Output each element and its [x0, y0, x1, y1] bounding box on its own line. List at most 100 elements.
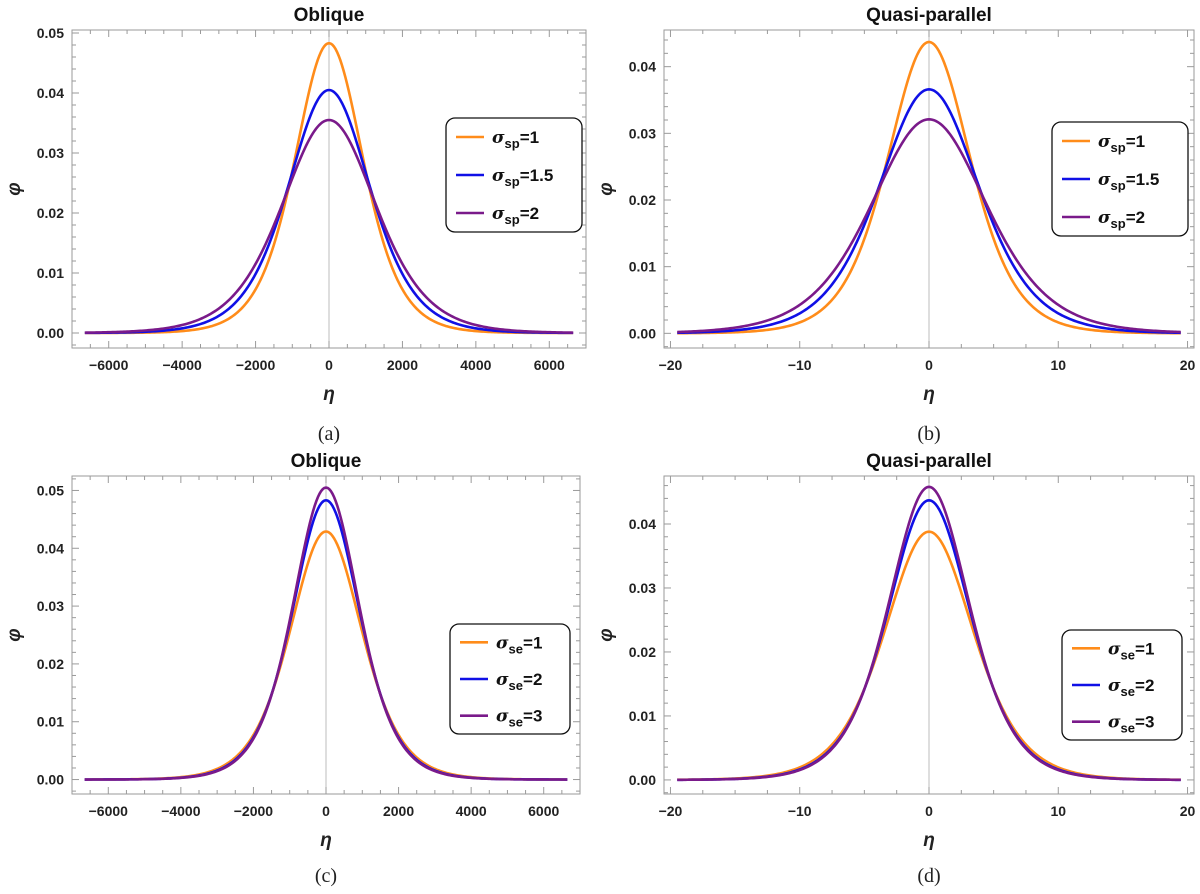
panel-caption: (b) [917, 423, 940, 445]
legend-symbol: σ [492, 128, 505, 148]
y-tick-label: 0.04 [37, 540, 64, 556]
x-tick-label: −10 [788, 803, 812, 819]
legend-entry: σsp=1 [492, 128, 539, 151]
x-tick-label: −4000 [161, 803, 201, 819]
x-tick-label: 20 [1180, 803, 1196, 819]
x-tick-label: 10 [1050, 803, 1066, 819]
y-tick-label: 0.03 [37, 145, 64, 161]
y-tick-label: 0.03 [629, 580, 656, 596]
x-tick-label: 4000 [460, 357, 491, 373]
x-tick-label: 0 [925, 357, 933, 373]
panel-caption: (c) [315, 865, 337, 887]
x-axis-label: η [323, 384, 335, 405]
legend-entry: σsp=1 [1098, 132, 1145, 155]
x-tick-label: −20 [659, 803, 683, 819]
x-tick-label: 0 [322, 803, 330, 819]
legend-symbol: σ [1108, 713, 1121, 733]
legend-subscript: se [1121, 684, 1135, 699]
legend-value: =3 [1135, 713, 1154, 732]
series-line-3 [84, 486, 568, 781]
x-tick-label: −20 [659, 357, 683, 373]
panel-b: −20 −10 0 10 20 0.00 0.01 0.02 0.03 0.04 Quasi-par… [596, 5, 1196, 445]
x-axis-label: η [923, 830, 935, 851]
y-tick-label: 0.05 [37, 25, 64, 41]
y-tick-label: 0.04 [37, 85, 64, 101]
legend-value: =1.5 [520, 166, 554, 185]
legend-symbol: σ [1098, 132, 1111, 152]
legend-box [445, 117, 583, 233]
y-tick-label: 0.04 [629, 59, 656, 75]
series-line-2 [84, 88, 574, 335]
legend-symbol: σ [1098, 170, 1111, 190]
legend-entry: σse=2 [496, 670, 542, 693]
panel-caption: (d) [917, 865, 940, 887]
x-tick-label: 20 [1180, 357, 1196, 373]
x-tick-label: 0 [925, 803, 933, 819]
y-axis-label: φ [4, 182, 25, 195]
x-tick-label: 2000 [387, 357, 418, 373]
legend-subscript: sp [505, 174, 520, 189]
legend-entry: σsp=1.5 [492, 166, 553, 189]
x-tick-label: 10 [1050, 357, 1066, 373]
y-tick-label: 0.02 [37, 656, 64, 672]
x-tick-label: −2000 [236, 357, 276, 373]
panel-a: −6000 −4000 −2000 0 2000 4000 6000 0.00 0.01 0.02… [4, 5, 587, 445]
legend-value: =1 [520, 128, 539, 147]
legend-value: =2 [1135, 676, 1154, 695]
x-tick-label: 2000 [383, 803, 414, 819]
x-tick-label: 6000 [528, 803, 559, 819]
legend-symbol: σ [496, 670, 509, 690]
y-tick-label: 0.04 [629, 516, 656, 532]
legend-entry: σsp=2 [492, 204, 539, 227]
x-tick-label: −6000 [89, 357, 129, 373]
y-tick-label: 0.01 [37, 265, 64, 281]
chart-title: Quasi-parallel [866, 5, 992, 26]
legend-entry: σse=3 [496, 707, 542, 730]
panel-d: −20 −10 0 10 20 0.00 0.01 0.02 0.03 0.04 Quasi-par… [596, 451, 1196, 887]
legend-entry: σse=1 [1108, 639, 1154, 662]
x-axis-label: η [923, 384, 935, 405]
panel-caption: (a) [318, 423, 340, 445]
y-tick-label: 0.02 [629, 192, 656, 208]
legend-symbol: σ [1108, 639, 1121, 659]
chart-title: Oblique [291, 451, 362, 472]
y-tick-label: 0.03 [37, 598, 64, 614]
y-tick-label: 0.05 [37, 482, 64, 498]
y-axis-label: φ [4, 628, 25, 641]
x-tick-label: 0 [325, 357, 333, 373]
series-line-1 [84, 41, 574, 335]
y-tick-label: 0.02 [629, 644, 656, 660]
x-tick-label: 6000 [534, 357, 565, 373]
legend-symbol: σ [1108, 676, 1121, 696]
x-tick-label: −4000 [162, 357, 202, 373]
y-tick-label: 0.00 [37, 325, 64, 341]
legend-entry: σse=1 [496, 633, 542, 656]
legend-entry: σsp=2 [1098, 208, 1145, 231]
legend-subscript: se [1121, 647, 1135, 662]
y-axis-label: φ [596, 628, 617, 641]
y-axis-label: φ [596, 182, 617, 195]
y-tick-label: 0.01 [629, 259, 656, 275]
legend-box [449, 623, 571, 735]
x-tick-label: 4000 [456, 803, 487, 819]
y-tick-label: 0.00 [629, 772, 656, 788]
legend-symbol: σ [492, 166, 505, 186]
legend-value: =1 [1126, 132, 1145, 151]
x-tick-label: −6000 [89, 803, 129, 819]
legend-value: =3 [523, 707, 542, 726]
series-line-3 [84, 118, 574, 334]
y-tick-label: 0.01 [629, 708, 656, 724]
legend-value: =2 [523, 670, 542, 689]
y-tick-label: 0.01 [37, 714, 64, 730]
legend-subscript: se [509, 715, 523, 730]
chart-title: Quasi-parallel [866, 451, 992, 472]
y-tick-label: 0.03 [629, 125, 656, 141]
legend-subscript: sp [1111, 178, 1126, 193]
legend-value: =1.5 [1126, 170, 1160, 189]
series-line-2 [677, 88, 1181, 335]
x-axis-label: η [320, 830, 332, 851]
